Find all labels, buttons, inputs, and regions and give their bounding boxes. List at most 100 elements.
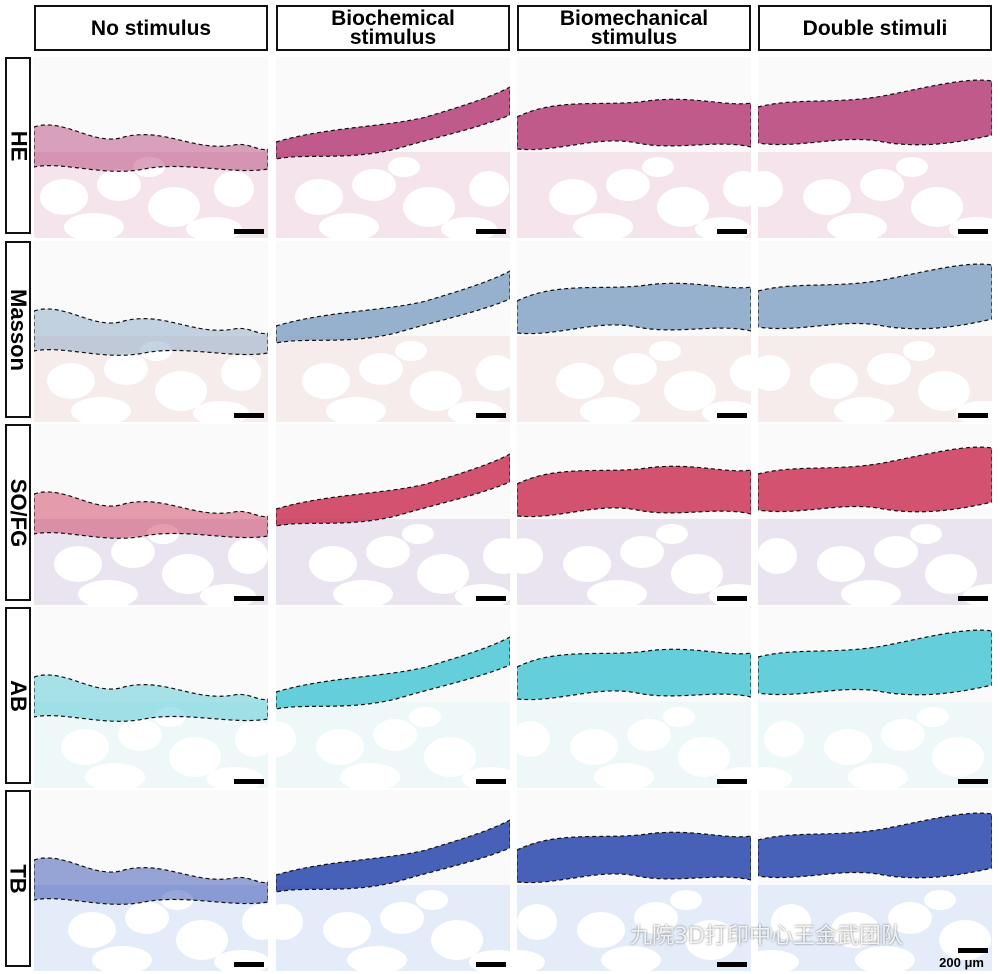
- micrograph-panel: [34, 607, 268, 788]
- tissue-outline-dashed: [517, 465, 751, 518]
- micrograph-panel: [517, 790, 751, 971]
- tissue-outline-dashed: [517, 98, 751, 151]
- column-header-text-line2: stimulus: [349, 26, 437, 49]
- micrograph-panel: [758, 57, 992, 238]
- tissue-section-image: [276, 424, 510, 605]
- micrograph-panel: [276, 57, 510, 238]
- tissue-outline-dashed: [34, 308, 268, 356]
- regenerated-tissue-region: [758, 813, 992, 878]
- micrograph-panel: [758, 241, 992, 422]
- tissue-outline-dashed: [34, 124, 268, 172]
- row-header-masson: Masson: [5, 241, 31, 418]
- tissue-outline-dashed: [34, 857, 268, 905]
- tissue-outline-dashed: [276, 636, 510, 710]
- tissue-section-image: [276, 607, 510, 788]
- tissue-section-image: [34, 241, 268, 422]
- wechat-icon: [599, 919, 624, 940]
- tissue-outline-dashed: [276, 270, 510, 344]
- micrograph-panel: [276, 607, 510, 788]
- tissue-section-image: [34, 57, 268, 238]
- tissue-outline-dashed: [34, 491, 268, 539]
- micrograph-panel: [34, 790, 268, 971]
- scale-bar: [717, 962, 747, 967]
- micrograph-panel: [517, 607, 751, 788]
- tissue-section-image: [758, 424, 992, 605]
- row-header-text: AB: [6, 679, 31, 712]
- regenerated-tissue-region: [517, 649, 751, 700]
- tissue-outline-dashed: [517, 282, 751, 335]
- regenerated-tissue-region: [276, 87, 510, 159]
- regenerated-tissue-region: [34, 124, 268, 172]
- column-header-biomechanical: Biomechanical stimulus: [517, 5, 751, 51]
- tissue-section-image: [758, 790, 992, 971]
- column-header-text: Biomechanical: [559, 7, 709, 30]
- scale-bar: [234, 596, 264, 601]
- tissue-outline-dashed: [758, 263, 992, 330]
- column-header-text-line2: stimulus: [590, 26, 678, 49]
- scale-bar: [958, 596, 988, 601]
- regenerated-tissue-region: [34, 674, 268, 722]
- column-header-biochemical: Biochemical stimulus: [276, 5, 510, 51]
- regenerated-tissue-region: [758, 80, 992, 145]
- tissue-section-image: [517, 424, 751, 605]
- micrograph-panel: [517, 241, 751, 422]
- micrograph-panel: [517, 424, 751, 605]
- scale-bar-label: 200 μm: [939, 955, 984, 970]
- row-header-he: HE: [5, 57, 31, 234]
- tissue-outline-dashed: [34, 674, 268, 722]
- column-header-text: Biochemical: [331, 7, 455, 30]
- tissue-outline-dashed: [758, 79, 992, 146]
- regenerated-tissue-region: [34, 491, 268, 539]
- micrograph-panel: [758, 424, 992, 605]
- column-header-double-stimuli: Double stimuli: [758, 5, 992, 51]
- scale-bar: [476, 779, 506, 784]
- regenerated-tissue-region: [517, 283, 751, 334]
- row-header-text: Masson: [6, 288, 32, 371]
- tissue-section-image: [758, 607, 992, 788]
- row-header-ab: AB: [5, 607, 31, 784]
- tissue-section-image: [276, 241, 510, 422]
- micrograph-panel: [517, 57, 751, 238]
- tissue-outline-dashed: [517, 831, 751, 884]
- regenerated-tissue-region: [276, 271, 510, 343]
- tissue-section-image: [758, 57, 992, 238]
- scale-bar: [476, 962, 506, 967]
- regenerated-tissue-region: [276, 820, 510, 892]
- watermark-text: 九院3D打印中心王金武团队: [630, 924, 903, 949]
- scale-bar: [717, 229, 747, 234]
- tissue-section-image: [517, 241, 751, 422]
- column-header-no-stimulus: No stimulus: [34, 5, 268, 51]
- column-header-text: Double stimuli: [802, 16, 948, 40]
- micrograph-panel: [276, 241, 510, 422]
- tissue-section-image: [517, 57, 751, 238]
- row-header-text: TB: [6, 863, 32, 894]
- scale-bar: [234, 229, 264, 234]
- regenerated-tissue-region: [34, 857, 268, 905]
- regenerated-tissue-region: [276, 454, 510, 526]
- tissue-section-image: [517, 607, 751, 788]
- scale-bar: [958, 229, 988, 234]
- tissue-section-image: [34, 607, 268, 788]
- micrograph-panel: 200 μm: [758, 790, 992, 971]
- tissue-section-image: [34, 790, 268, 971]
- scale-bar: [234, 962, 264, 967]
- regenerated-tissue-region: [758, 630, 992, 695]
- regenerated-tissue-region: [276, 637, 510, 709]
- tissue-outline-dashed: [276, 86, 510, 160]
- micrograph-panel: [34, 241, 268, 422]
- row-header-so-fg: SO/FG: [5, 424, 31, 601]
- tissue-section-image: [758, 241, 992, 422]
- scale-bar: [958, 413, 988, 418]
- tissue-section-image: [276, 790, 510, 971]
- column-header-text: No stimulus: [90, 16, 212, 40]
- tissue-outline-dashed: [276, 819, 510, 893]
- tissue-outline-dashed: [758, 446, 992, 513]
- scale-bar: [234, 413, 264, 418]
- micrograph-panel: [276, 790, 510, 971]
- tissue-outline-dashed: [517, 648, 751, 701]
- micrograph-panel: [276, 424, 510, 605]
- scale-bar: [476, 229, 506, 234]
- row-header-text: HE: [6, 130, 31, 161]
- regenerated-tissue-region: [517, 466, 751, 517]
- tissue-section-image: [34, 424, 268, 605]
